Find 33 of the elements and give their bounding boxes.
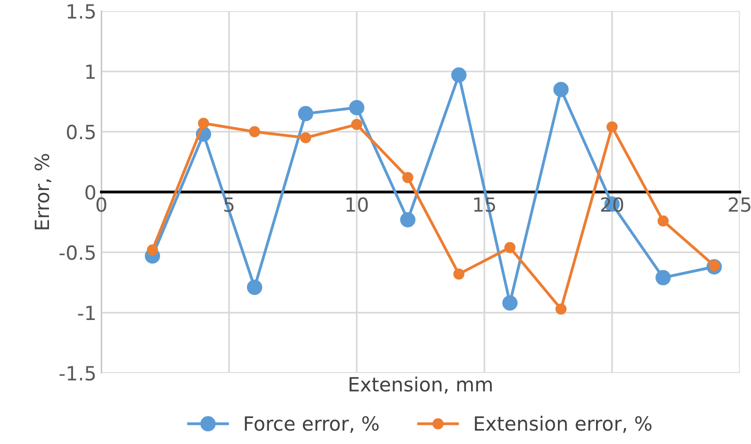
legend-label: Force error, % (244, 416, 379, 433)
y-tick-label: 0 (85, 184, 96, 200)
point (553, 82, 569, 98)
point (246, 280, 262, 295)
legend-label: Extension error, % (474, 416, 652, 433)
point (351, 118, 362, 130)
point (249, 126, 260, 138)
point (555, 303, 567, 315)
y-tick-label: -1.5 (60, 366, 95, 381)
x-tick-label: 0 (96, 197, 106, 212)
point (606, 121, 618, 132)
y-tick-label: 1 (86, 64, 95, 79)
point (502, 295, 518, 311)
point (658, 215, 669, 227)
y-tick-label: -0.5 (60, 245, 95, 260)
point (300, 132, 312, 144)
point (451, 67, 466, 83)
point (198, 118, 210, 129)
y-tick-label: -1 (78, 306, 95, 320)
point (453, 268, 464, 280)
y-tick-label: 1.5 (68, 4, 95, 19)
point (298, 106, 314, 122)
point (146, 244, 158, 256)
point (400, 212, 416, 228)
x-tick-label: 10 (346, 197, 368, 212)
y-axis-title: Error, % (34, 154, 52, 230)
x-tick-label: 25 (728, 197, 750, 212)
x-axis-title: Extension, mm (350, 376, 492, 394)
point (349, 100, 364, 116)
y-tick-label: 0.5 (66, 124, 95, 140)
point (655, 270, 671, 286)
point (504, 242, 516, 254)
point (402, 172, 414, 184)
